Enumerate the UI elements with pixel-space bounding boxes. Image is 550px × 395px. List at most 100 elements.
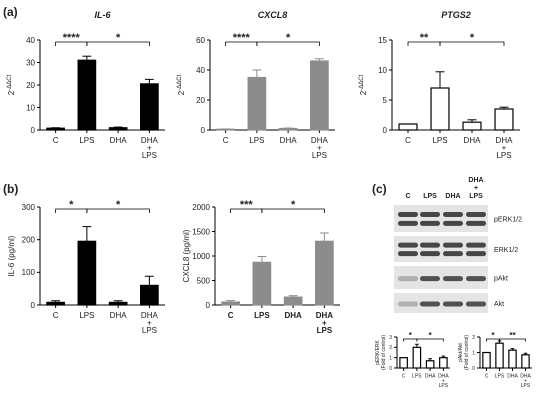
bar [398, 123, 418, 131]
y-tick-label: 300 [22, 203, 36, 212]
bar [77, 240, 97, 306]
blot-band [420, 242, 440, 248]
bar [46, 301, 65, 306]
blot-band [420, 211, 440, 217]
y-tick-label: 1 [472, 350, 475, 356]
x-tick-label: DHA + LPS [141, 136, 159, 160]
y-tick-label: 15 [378, 36, 387, 45]
y-axis-label: pERK/ERK [375, 339, 381, 364]
significance-label: * [470, 32, 475, 44]
significance-bracket [416, 338, 444, 342]
bar [252, 261, 272, 306]
y-tick-label: 0 [389, 366, 392, 372]
blot-band [420, 220, 440, 226]
bar [439, 357, 448, 369]
significance-label: **** [63, 32, 81, 44]
x-tick-label: LPS [495, 374, 505, 380]
y-tick-label: 0 [201, 126, 206, 135]
y-tick-label: 200 [22, 235, 36, 244]
significance-label: *** [240, 199, 254, 211]
x-tick-label: LPS [432, 136, 447, 145]
y-tick-label: 20 [196, 96, 205, 105]
blot-band [443, 211, 463, 217]
blot-row-label: Akt [494, 301, 504, 308]
blot-band [443, 276, 463, 282]
bar [247, 76, 267, 131]
y-axis-label: pAkt/Akt [458, 343, 464, 362]
blot-strip [394, 236, 488, 262]
y-tick-label: 10 [378, 66, 387, 75]
significance-bracket [86, 41, 150, 46]
bar [430, 87, 450, 131]
bar [521, 354, 530, 369]
blot-band [443, 251, 463, 257]
y-tick-label: 2 [389, 345, 392, 351]
blot-band [398, 211, 418, 217]
y-tick-label: 2000 [192, 203, 210, 212]
y-tick-label: 0 [472, 366, 475, 372]
bar [495, 342, 504, 369]
y-tick-label: 40 [196, 66, 205, 75]
x-tick-label: DHA [464, 136, 482, 145]
x-tick-label: DHA [507, 374, 518, 380]
bar [77, 59, 97, 131]
y-tick-label: 0 [31, 126, 36, 135]
blot-band [420, 276, 440, 282]
significance-bracket [86, 208, 150, 213]
y-label-base: 2 [7, 90, 16, 95]
bar [399, 357, 408, 369]
x-tick-label: DHA + LPS [141, 311, 159, 335]
y-axis-label: 2-ΔΔCt [359, 74, 368, 95]
y-tick-label: 0 [206, 301, 211, 310]
blot-band [466, 301, 486, 307]
blot-band [398, 242, 418, 248]
x-tick-label: DHA [280, 136, 298, 145]
y-axis-label: 2-ΔΔCt [7, 74, 16, 95]
significance-bracket [439, 41, 505, 46]
lane-label: DHA [445, 193, 460, 200]
x-tick-label: LPS [249, 136, 264, 145]
panel-label: (c) [372, 182, 387, 196]
y-label-exponent: -ΔΔCt [359, 74, 365, 90]
y-tick-label: 2 [472, 335, 475, 341]
bar [315, 240, 334, 306]
y-label-base: 2 [177, 90, 186, 95]
x-tick-label: DHA + LPS [438, 374, 449, 390]
chart-title: CXCL8 [258, 10, 288, 20]
blot-band [466, 276, 486, 282]
blot-strip [394, 293, 488, 313]
blot-band [466, 242, 486, 248]
significance-label: **** [233, 32, 251, 44]
x-tick-label: C [228, 311, 234, 320]
bar [278, 127, 298, 131]
bar [482, 351, 491, 369]
y-tick-label: 20 [26, 81, 35, 90]
y-label-exponent: -ΔΔCt [7, 74, 13, 90]
y-tick-label: 1500 [192, 227, 210, 236]
x-tick-label: DHA [284, 311, 302, 320]
y-tick-label: 0 [383, 126, 388, 135]
blot-band [466, 211, 486, 217]
x-tick-label: DHA + LPS [520, 374, 531, 390]
bar [462, 121, 482, 131]
significance-label: * [409, 331, 413, 340]
significance-label: * [429, 331, 433, 340]
x-tick-label: C [485, 374, 489, 380]
x-tick-label: C [223, 136, 229, 145]
bar [412, 346, 422, 369]
bar [140, 83, 159, 131]
bar [140, 284, 159, 306]
bar [283, 296, 303, 306]
significance-label: ** [509, 331, 516, 340]
significance-bracket [256, 41, 320, 46]
blot-row-label: ERK1/2 [494, 247, 518, 254]
significance-label: * [291, 199, 296, 211]
y-tick-label: 500 [197, 276, 211, 285]
x-tick-label: DHA + LPS [316, 311, 334, 335]
bar [508, 349, 517, 369]
x-tick-label: DHA [425, 374, 436, 380]
significance-label: ** [420, 32, 429, 44]
y-label-exponent: -ΔΔCt [177, 74, 183, 90]
panel-label: (a) [3, 5, 18, 19]
